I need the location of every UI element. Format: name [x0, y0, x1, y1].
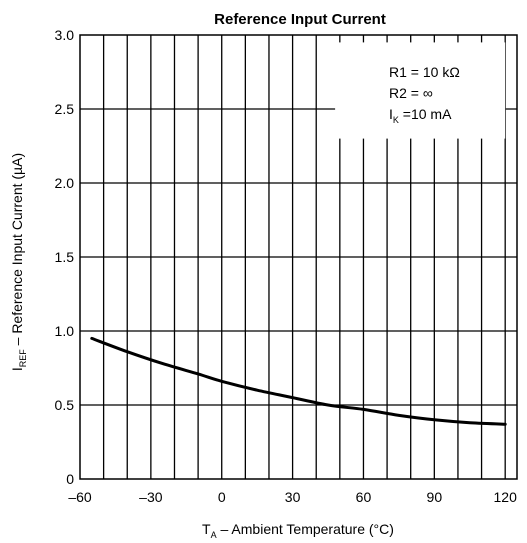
x-tick-labels: –60 –30 0 30 60 90 120	[68, 489, 517, 505]
y-axis-label: IREF – Reference Input Current (µA)	[9, 153, 28, 371]
series-line	[90, 336, 507, 426]
x-tick-label: 0	[218, 489, 226, 505]
chart-title: Reference Input Current	[214, 11, 386, 28]
y-tick-label: 0.5	[55, 397, 75, 413]
x-axis-label: TA – Ambient Temperature (°C)	[202, 521, 394, 540]
x-tick-label: –30	[139, 489, 163, 505]
annotation-box	[335, 42, 506, 139]
y-tick-label: 1.0	[55, 323, 75, 339]
y-tick-label: 2.5	[55, 101, 75, 117]
x-tick-label: 30	[285, 489, 301, 505]
x-tick-label: 60	[356, 489, 372, 505]
y-tick-labels: 0 0.5 1.0 1.5 2.0 2.5 3.0	[55, 27, 75, 487]
y-tick-label: 2.0	[55, 175, 75, 191]
y-tick-label: 1.5	[55, 249, 75, 265]
x-tick-label: 120	[494, 489, 518, 505]
plot-frame	[79, 34, 518, 480]
x-tick-label: –60	[68, 489, 92, 505]
y-tick-label: 0	[66, 471, 74, 487]
annotation-r2: R2 = ∞	[389, 85, 433, 101]
annotation-ik: IK =10 mA	[389, 106, 452, 125]
annotation-r1: R1 = 10 kΩ	[389, 64, 460, 80]
x-tick-label: 90	[427, 489, 443, 505]
y-tick-label: 3.0	[55, 27, 75, 43]
